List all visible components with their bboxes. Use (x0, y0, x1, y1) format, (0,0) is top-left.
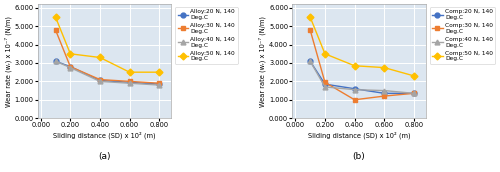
Comp:30 N, 140
Deg.C (307, 29, 313, 31)
Comp:50 N, 140
Deg.C (322, 53, 328, 55)
Comp:40 N, 140
Deg.C (322, 86, 328, 88)
Comp:30 N, 140
Deg.C (352, 99, 358, 101)
Comp:50 N, 140
Deg.C (352, 65, 358, 67)
Comp:40 N, 140
Deg.C (307, 60, 313, 62)
Comp:40 N, 140
Deg.C (411, 92, 417, 94)
Alloy:40 N, 140
Deg.C (156, 84, 162, 86)
Alloy:20 N, 140
Deg.C (68, 66, 73, 68)
Alloy:30 N, 140
Deg.C (126, 80, 132, 82)
Alloy:40 N, 140
Deg.C (52, 60, 59, 62)
Alloy:30 N, 140
Deg.C (68, 66, 73, 68)
Y-axis label: Wear rate (wᵣ) x 10⁻⁷ (N/m): Wear rate (wᵣ) x 10⁻⁷ (N/m) (259, 16, 266, 107)
Comp:20 N, 140
Deg.C (381, 92, 387, 94)
Alloy:30 N, 140
Deg.C (156, 82, 162, 84)
Comp:20 N, 140
Deg.C (411, 92, 417, 94)
Alloy:20 N, 140
Deg.C (126, 81, 132, 83)
Line: Comp:50 N, 140
Deg.C: Comp:50 N, 140 Deg.C (308, 15, 416, 78)
Line: Comp:40 N, 140
Deg.C: Comp:40 N, 140 Deg.C (308, 59, 416, 96)
Comp:50 N, 140
Deg.C (381, 67, 387, 69)
Comp:30 N, 140
Deg.C (322, 81, 328, 83)
Comp:20 N, 140
Deg.C (307, 60, 313, 62)
Legend: Alloy:20 N, 140
Deg.C, Alloy:30 N, 140
Deg.C, Alloy:40 N, 140
Deg.C, Alloy:50 N,: Alloy:20 N, 140 Deg.C, Alloy:30 N, 140 D… (176, 7, 238, 64)
Alloy:50 N, 140
Deg.C (97, 56, 103, 58)
Alloy:20 N, 140
Deg.C (52, 60, 59, 62)
Alloy:30 N, 140
Deg.C (52, 29, 59, 31)
Line: Alloy:40 N, 140
Deg.C: Alloy:40 N, 140 Deg.C (53, 59, 162, 88)
Comp:40 N, 140
Deg.C (352, 89, 358, 91)
Alloy:40 N, 140
Deg.C (68, 67, 73, 69)
Comp:50 N, 140
Deg.C (307, 16, 313, 18)
Comp:20 N, 140
Deg.C (322, 83, 328, 85)
Alloy:40 N, 140
Deg.C (126, 82, 132, 84)
Text: (b): (b) (352, 152, 366, 161)
Line: Alloy:50 N, 140
Deg.C: Alloy:50 N, 140 Deg.C (53, 15, 162, 75)
Alloy:50 N, 140
Deg.C (68, 53, 73, 55)
Comp:50 N, 140
Deg.C (411, 75, 417, 77)
Line: Alloy:20 N, 140
Deg.C: Alloy:20 N, 140 Deg.C (53, 59, 162, 87)
Alloy:20 N, 140
Deg.C (97, 79, 103, 82)
Line: Alloy:30 N, 140
Deg.C: Alloy:30 N, 140 Deg.C (53, 28, 162, 86)
Line: Comp:30 N, 140
Deg.C: Comp:30 N, 140 Deg.C (308, 28, 416, 102)
Comp:40 N, 140
Deg.C (381, 90, 387, 92)
Comp:30 N, 140
Deg.C (411, 92, 417, 94)
Y-axis label: Wear rate (wᵣ) x 10⁻⁷ (N/m): Wear rate (wᵣ) x 10⁻⁷ (N/m) (4, 16, 12, 107)
X-axis label: Sliding distance (SD) x 10² (m): Sliding distance (SD) x 10² (m) (308, 131, 410, 139)
Alloy:40 N, 140
Deg.C (97, 80, 103, 82)
Text: (a): (a) (98, 152, 110, 161)
Alloy:50 N, 140
Deg.C (126, 71, 132, 73)
Alloy:20 N, 140
Deg.C (156, 83, 162, 85)
Line: Comp:20 N, 140
Deg.C: Comp:20 N, 140 Deg.C (308, 59, 416, 96)
Comp:30 N, 140
Deg.C (381, 95, 387, 97)
X-axis label: Sliding distance (SD) x 10² (m): Sliding distance (SD) x 10² (m) (53, 131, 156, 139)
Alloy:30 N, 140
Deg.C (97, 78, 103, 80)
Alloy:50 N, 140
Deg.C (52, 16, 59, 18)
Legend: Comp:20 N, 140
Deg.C, Comp:30 N, 140
Deg.C, Comp:40 N, 140
Deg.C, Comp:50 N, 140: Comp:20 N, 140 Deg.C, Comp:30 N, 140 Deg… (430, 7, 496, 64)
Comp:20 N, 140
Deg.C (352, 88, 358, 90)
Alloy:50 N, 140
Deg.C (156, 71, 162, 73)
